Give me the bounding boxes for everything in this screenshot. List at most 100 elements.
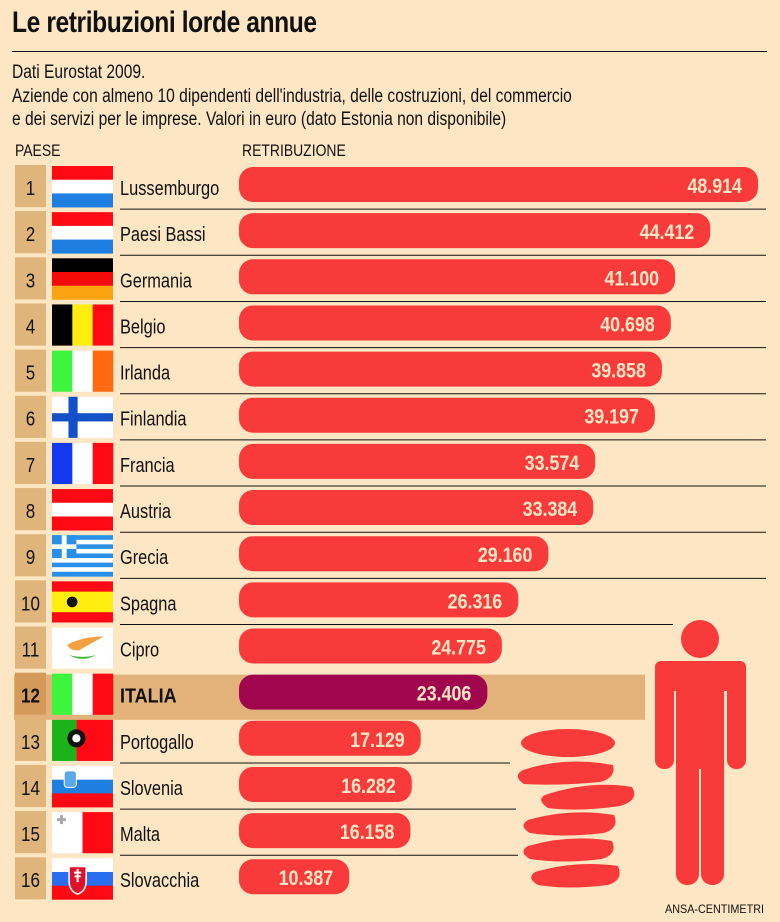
flag-greece-icon — [52, 535, 113, 577]
rank-cell — [15, 534, 46, 577]
rank-cell — [15, 257, 46, 300]
country-label: Grecia — [120, 546, 169, 569]
flag-slovenia-icon — [52, 765, 113, 808]
rank-cell — [15, 488, 46, 531]
value-label: 29.160 — [478, 544, 533, 568]
flag-finland-icon — [52, 396, 113, 438]
country-label: Slovenia — [120, 776, 184, 799]
column-header-value: RETRIBUZIONE — [242, 141, 346, 160]
bar — [239, 813, 411, 849]
table-row: 14 Slovenia 16.282 — [15, 764, 516, 810]
flag-belgium-icon — [52, 304, 114, 346]
rank-label: 15 — [21, 823, 40, 846]
table-row: 10 Spagna 26.316 — [15, 580, 673, 625]
rank-label: 13 — [21, 730, 40, 753]
flag-cyprus-icon — [52, 627, 113, 669]
bar — [239, 536, 549, 572]
rank-cell — [15, 857, 46, 900]
country-label: ITALIA — [120, 686, 177, 708]
flag-germany-icon — [52, 258, 113, 300]
coin-stack-icon — [517, 729, 635, 888]
bar — [239, 397, 655, 433]
table-row: 12 ITALIA 23.406 — [14, 672, 645, 720]
value-label: 33.384 — [523, 498, 578, 522]
table-row: 1 Lussemburgo 48.914 — [15, 165, 766, 210]
value-label: 33.574 — [525, 452, 580, 476]
flag-malta-icon — [52, 812, 113, 854]
bar — [239, 859, 350, 895]
bar — [239, 443, 596, 479]
bar — [239, 720, 421, 756]
value-label: 16.282 — [341, 775, 396, 799]
table-row: 8 Austria 33.384 — [15, 488, 766, 533]
bar — [239, 490, 594, 526]
flag-italy-icon — [52, 673, 114, 715]
rank-label: 12 — [21, 684, 40, 707]
country-label: Austria — [120, 499, 172, 522]
value-label: 16.158 — [340, 821, 395, 845]
value-label: 41.100 — [605, 267, 660, 291]
rank-cell — [15, 764, 46, 808]
rank-cell — [15, 626, 46, 669]
rank-label: 9 — [26, 546, 35, 569]
bar — [239, 628, 502, 664]
country-label: Slovacchia — [120, 869, 200, 892]
rank-label: 8 — [26, 500, 35, 523]
bar — [239, 213, 711, 249]
country-label: Lussemburgo — [120, 176, 219, 199]
rank-cell — [15, 165, 46, 208]
rank-cell — [15, 211, 46, 254]
value-label: 17.129 — [350, 728, 405, 752]
rank-label: 2 — [26, 223, 35, 246]
flag-portugal-icon — [52, 719, 113, 761]
flag-spain-icon — [52, 581, 113, 623]
rank-cell — [15, 395, 46, 438]
rank-label: 10 — [21, 592, 40, 615]
country-label: Francia — [120, 453, 175, 476]
table-row: 11 Cipro 24.775 — [15, 626, 502, 669]
table-row: 4 Belgio 40.698 — [15, 303, 766, 349]
source-credit: ANSA-CENTIMETRI — [664, 902, 764, 916]
value-label: 24.775 — [431, 636, 486, 660]
country-label: Spagna — [120, 592, 177, 615]
bar — [239, 259, 676, 295]
table-row: 16 Slovacchia 10.387 — [15, 857, 350, 900]
bar — [239, 351, 662, 387]
rank-label: 1 — [26, 177, 35, 200]
rank-cell — [15, 303, 46, 346]
page-title: Le retribuzioni lorde annue — [12, 6, 317, 39]
rank-label: 16 — [21, 869, 40, 892]
rank-label: 5 — [26, 361, 35, 384]
country-label: Portogallo — [120, 730, 194, 753]
flag-ireland-icon — [52, 350, 114, 392]
bar — [239, 582, 519, 618]
table-row: 2 Paesi Bassi 44.412 — [15, 211, 766, 256]
bar — [239, 766, 412, 802]
value-label: 44.412 — [640, 221, 695, 245]
rank-cell — [15, 718, 46, 761]
rank-cell — [15, 811, 46, 854]
value-label: 48.914 — [687, 175, 742, 199]
rank-cell — [15, 672, 46, 715]
bar — [239, 674, 488, 710]
country-label: Irlanda — [120, 361, 171, 384]
flag-france-icon — [52, 442, 114, 485]
flag-netherlands-icon — [52, 212, 113, 254]
rank-label: 14 — [21, 777, 40, 800]
value-label: 23.406 — [417, 682, 472, 706]
value-label: 40.698 — [600, 313, 655, 337]
country-label: Malta — [120, 823, 161, 846]
table-row: 13 Portogallo 17.129 — [15, 718, 510, 764]
table-row: 15 Malta 16.158 — [15, 811, 518, 856]
country-label: Germania — [120, 269, 193, 292]
table-row: 7 Francia 33.574 — [15, 441, 766, 487]
flag-slovakia-icon — [52, 858, 113, 900]
subtitle-line-3: e dei servizi per le imprese. Valori in … — [12, 109, 507, 130]
rank-label: 11 — [22, 638, 40, 661]
rank-cell — [15, 349, 46, 392]
flag-austria-icon — [52, 489, 113, 531]
flag-luxembourg-icon — [52, 166, 113, 208]
table-row: 3 Germania 41.100 — [15, 257, 766, 302]
table-row: 5 Irlanda 39.858 — [15, 349, 766, 395]
